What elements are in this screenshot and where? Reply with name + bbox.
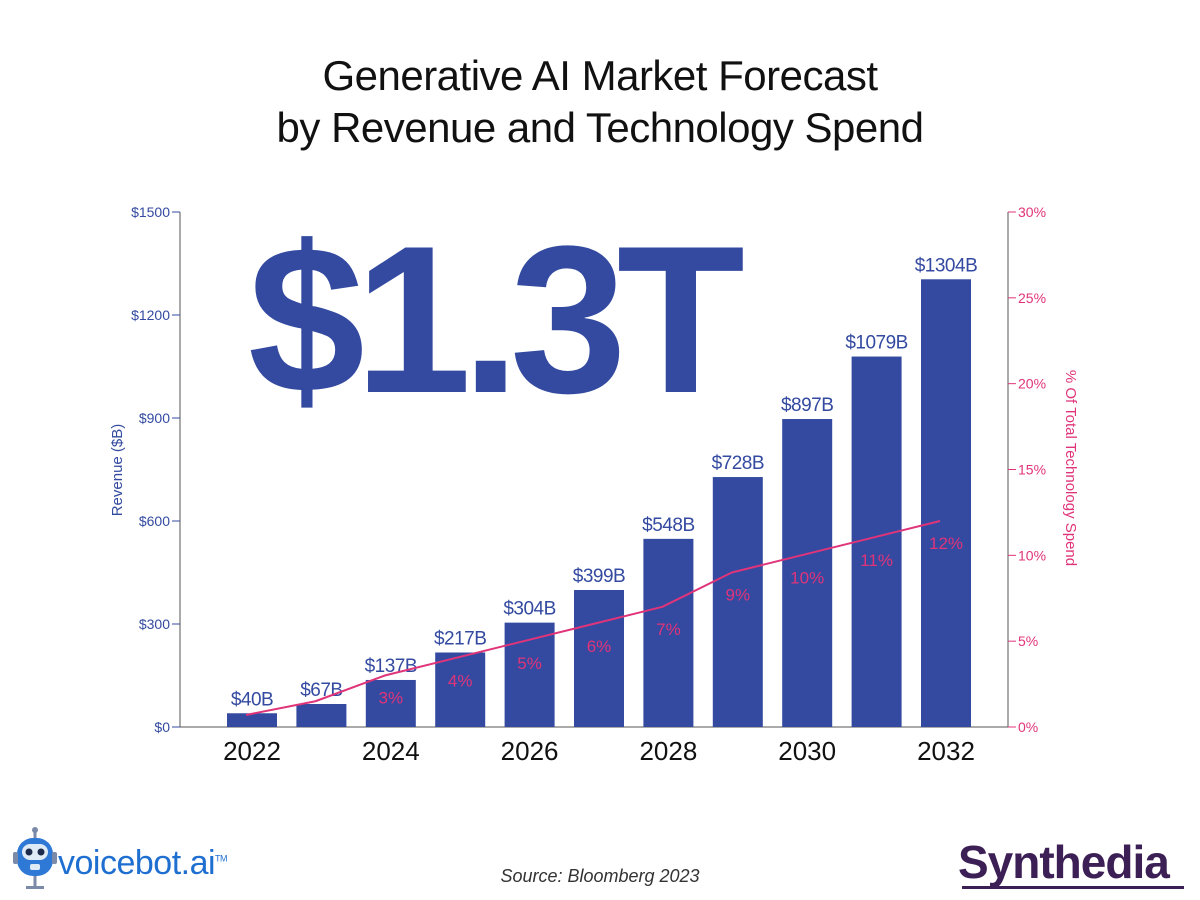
bar-value-label: $40B <box>231 689 273 710</box>
x-tick-label: 2022 <box>223 736 281 766</box>
y-tick-label-right: 15% <box>1018 462 1046 478</box>
x-tick-label: 2024 <box>362 736 420 766</box>
bar-value-label: $1304B <box>915 255 978 276</box>
synthedia-underline <box>962 886 1184 889</box>
y-tick-label-left: $900 <box>139 410 170 426</box>
voicebot-wordmark: voicebot.aiTM <box>58 844 228 883</box>
y-axis-left-title: Revenue ($B) <box>109 424 126 517</box>
line-value-label: 9% <box>726 586 751 605</box>
source-note: Source: Bloomberg 2023 <box>500 866 700 886</box>
bar <box>296 703 347 727</box>
bar <box>712 477 763 727</box>
y-tick-label-right: 20% <box>1018 376 1046 392</box>
voicebot-tm: TM <box>215 853 228 864</box>
line-series-path <box>245 520 941 716</box>
bar-value-label: $67B <box>300 680 342 701</box>
bar-value-label: $897B <box>781 395 833 416</box>
bar <box>782 419 833 727</box>
y-axis-right-title: % Of Total Technology Spend <box>1062 370 1079 566</box>
headline-value: $1.3T <box>248 202 745 437</box>
title-line-1: Generative AI Market Forecast <box>322 52 878 99</box>
voicebot-logo-text: voicebot.ai <box>58 844 216 882</box>
bar-value-label: $728B <box>712 453 764 474</box>
bar-value-label: $548B <box>642 515 694 536</box>
bar-value-label: $304B <box>503 599 555 620</box>
bar-value-label: $217B <box>434 628 486 649</box>
bar <box>504 622 555 727</box>
bar <box>365 679 416 727</box>
y-tick-label-right: 0% <box>1018 719 1038 735</box>
bar <box>574 590 624 727</box>
x-tick-label: 2030 <box>778 736 836 766</box>
bar-value-label: $1079B <box>845 333 908 354</box>
line-value-label: 7% <box>656 620 681 639</box>
line-value-label: 3% <box>379 689 404 708</box>
robot-mascot-icon <box>13 827 57 889</box>
y-tick-label-right: 5% <box>1018 633 1038 649</box>
synthedia-logo-text: Synthedia <box>958 836 1170 888</box>
y-tick-label-left: $600 <box>139 513 170 529</box>
x-tick-label: 2026 <box>501 736 559 766</box>
bar <box>435 652 486 727</box>
line-value-label: 4% <box>448 671 473 690</box>
line-value-label: 6% <box>587 637 612 656</box>
y-tick-label-left: $0 <box>154 719 170 735</box>
y-tick-label-right: 10% <box>1018 547 1046 563</box>
y-tick-label-left: $1500 <box>131 204 170 220</box>
x-tick-label: 2028 <box>639 736 697 766</box>
bar-value-label: $399B <box>573 566 625 587</box>
y-tick-label-right: 25% <box>1018 290 1046 306</box>
voicebot-logo: voicebot.aiTM <box>12 826 232 894</box>
bar <box>921 279 971 727</box>
title-line-2: by Revenue and Technology Spend <box>276 104 924 151</box>
line-value-label: 11% <box>860 551 893 570</box>
bar-value-label: $137B <box>365 656 417 677</box>
y-tick-label-right: 30% <box>1018 204 1046 220</box>
line-value-label: 12% <box>929 534 963 553</box>
synthedia-logo: Synthedia <box>958 836 1184 889</box>
line-value-label: 10% <box>790 568 824 587</box>
y-tick-label-left: $1200 <box>131 307 170 323</box>
x-tick-label: 2032 <box>917 736 975 766</box>
y-tick-label-left: $300 <box>139 616 170 632</box>
bar <box>643 538 694 727</box>
line-value-label: 5% <box>517 654 542 673</box>
bar <box>227 713 277 727</box>
chart-title: Generative AI Market Forecast by Revenue… <box>0 50 1200 154</box>
